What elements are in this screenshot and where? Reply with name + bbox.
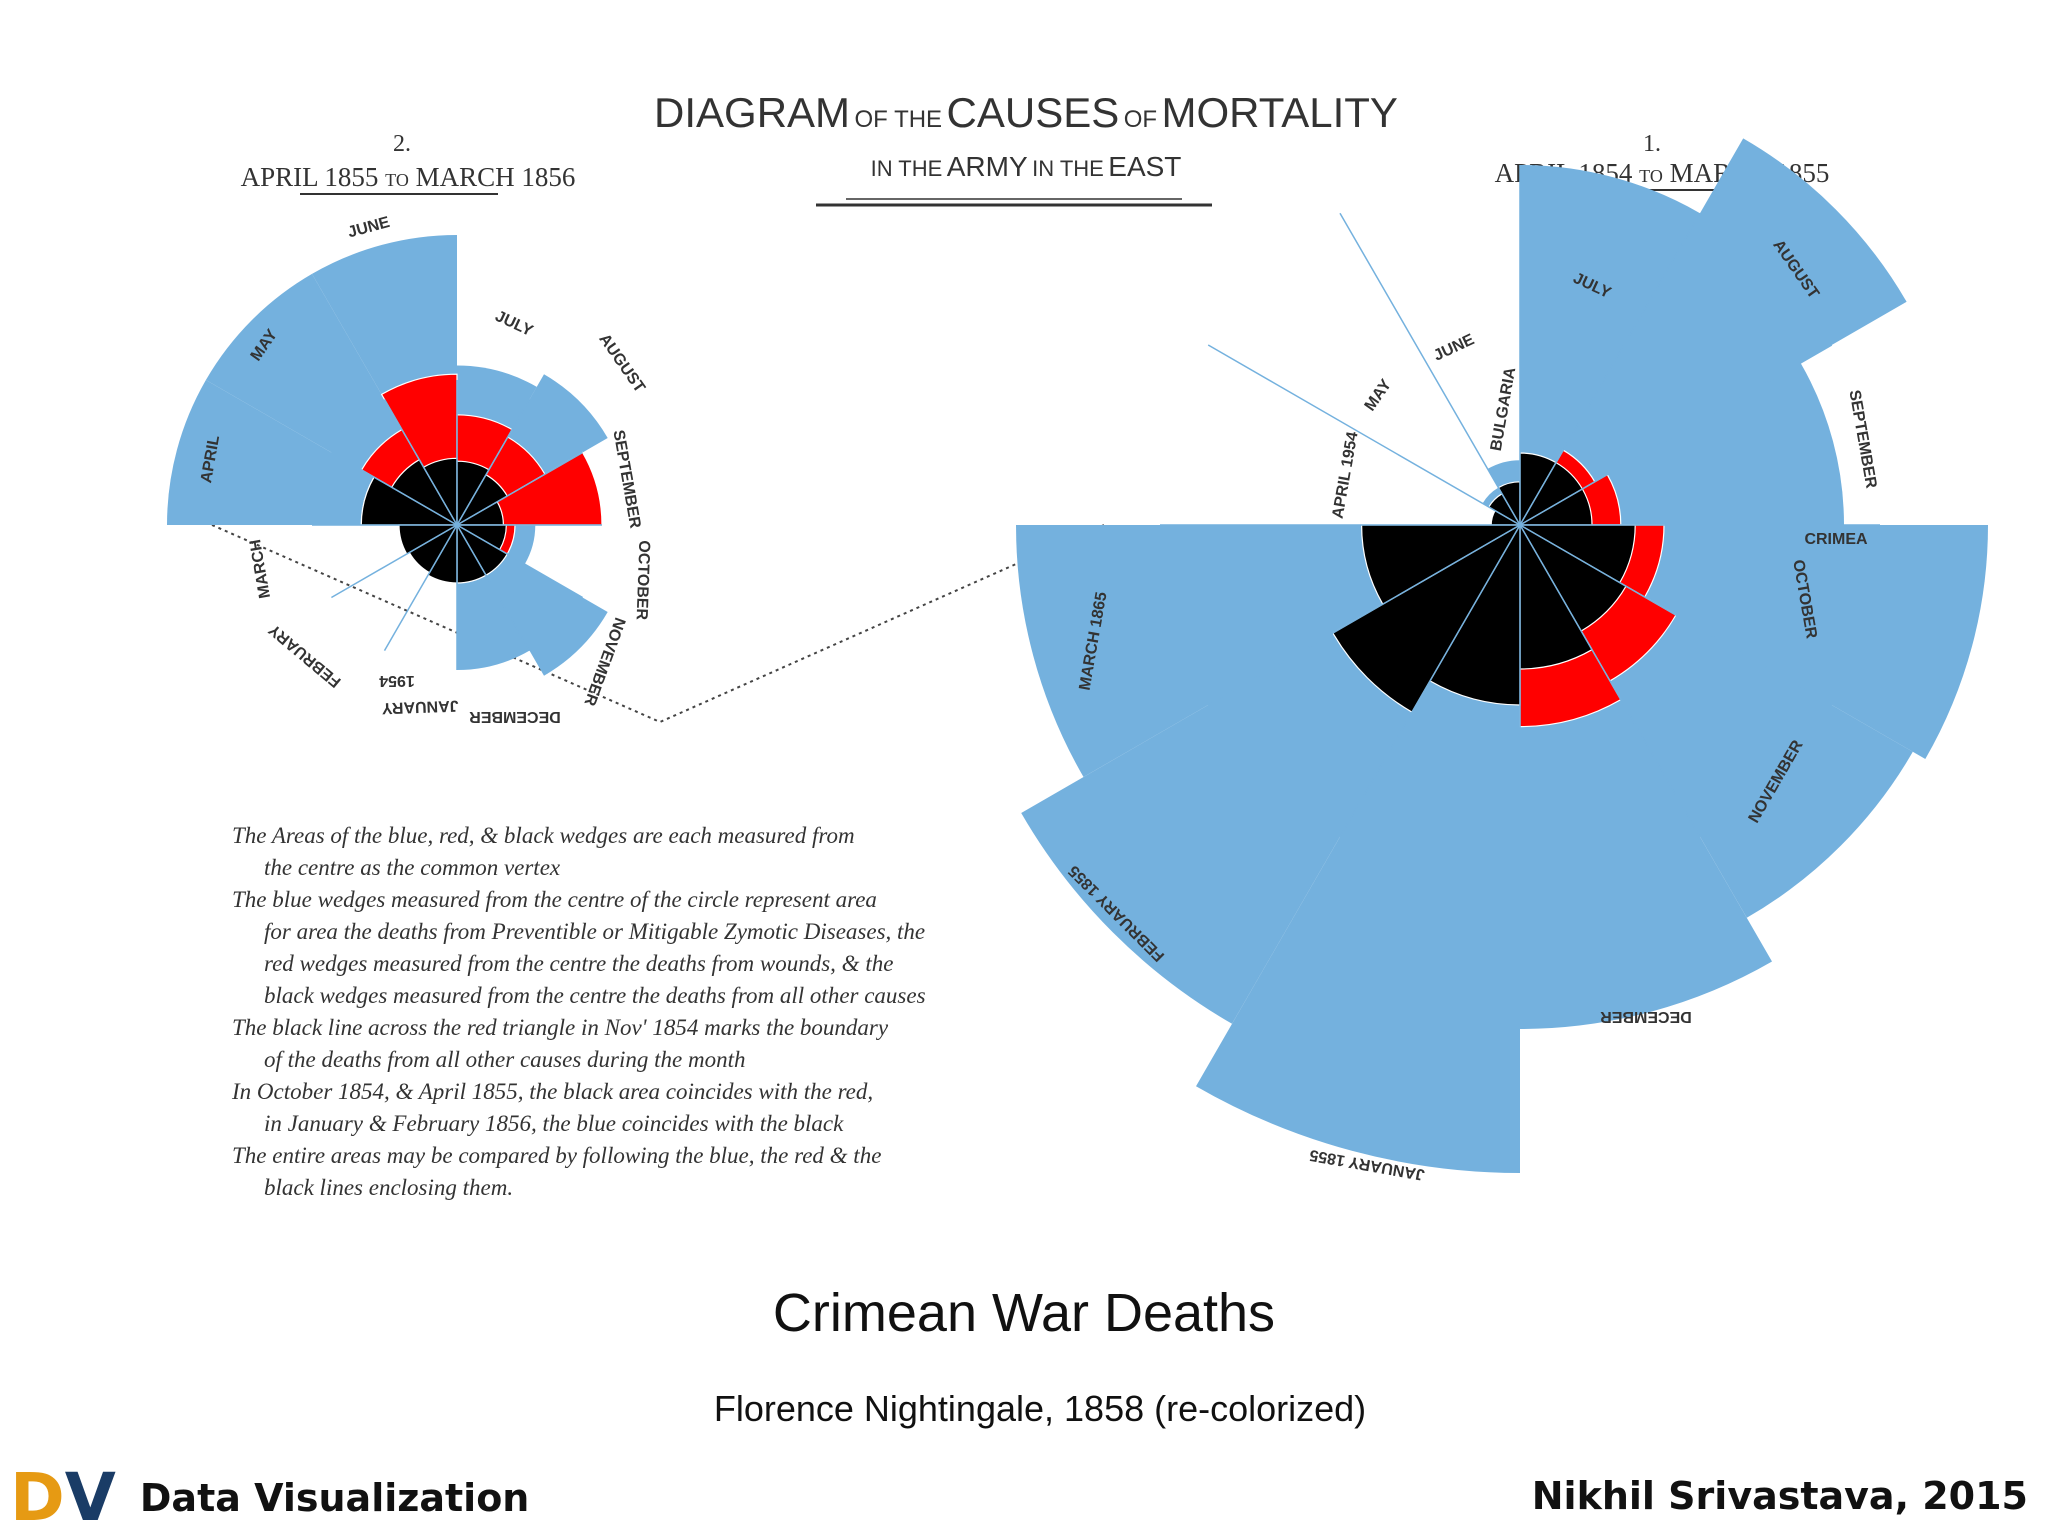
subtitle-part: IN THE — [871, 156, 943, 181]
divider-ray — [1519, 524, 1833, 706]
subtitle-part: IN THE — [1032, 156, 1104, 181]
diagram-2-number: 2. — [393, 131, 411, 157]
footer-brand: DV Data Visualization — [10, 1465, 530, 1531]
month-label: OCTOBER — [633, 540, 653, 621]
logo-d: D — [10, 1459, 65, 1536]
month-label: JULY — [492, 308, 535, 340]
divider-ray — [331, 524, 458, 599]
divider-ray — [456, 451, 583, 526]
month-label: DECEMBER — [469, 708, 561, 725]
diagram-1-title-part: TO — [1639, 166, 1663, 186]
footer-author: Nikhil Srivastava, 2015 — [1531, 1474, 2028, 1518]
subtitle-part: EAST — [1108, 151, 1181, 182]
divider-ray — [383, 399, 458, 526]
month-label: APRIL 1954 — [1330, 430, 1362, 519]
month-label: MARCH — [247, 538, 274, 600]
diagram-2-title-part: APRIL 1855 — [241, 162, 379, 192]
month-label: AUGUST — [595, 331, 648, 396]
caption-line: The black line across the red triangle i… — [232, 1015, 889, 1040]
divider-ray — [1339, 212, 1521, 526]
main-subtitle: IN THE ARMY IN THE EAST — [871, 151, 1182, 182]
caption-line: The blue wedges measured from the centre… — [232, 887, 877, 912]
diagram-1-number: 1. — [1643, 131, 1661, 157]
footer-label: Data Visualization — [139, 1476, 530, 1520]
month-label: FEBRUARY — [266, 620, 345, 690]
dv-logo-icon: DV — [10, 1465, 116, 1531]
slide-title: Crimean War Deaths — [772, 1283, 1276, 1343]
month-label: CRIMEA — [1804, 531, 1868, 548]
month-label: BULGARIA — [1488, 366, 1519, 453]
month-label: JUNE — [346, 214, 392, 242]
divider-ray — [1519, 212, 1701, 526]
caption-line: The Areas of the blue, red, & black wedg… — [232, 823, 855, 848]
caption-line: The entire areas may be compared by foll… — [232, 1143, 882, 1168]
month-label: SEPTEMBER — [1845, 389, 1879, 490]
year-label: 1954 — [379, 672, 415, 689]
month-label: DECEMBER — [1600, 1008, 1692, 1025]
title-part: OF — [1124, 106, 1157, 133]
slide-subtitle: Florence Nightingale, 1858 (re-colorized… — [713, 1388, 1367, 1429]
month-label: JANUARY — [381, 697, 459, 717]
title-part: CAUSES — [947, 89, 1120, 136]
divider-ray — [1207, 524, 1521, 706]
caption-line: for area the deaths from Preventible or … — [264, 919, 926, 944]
divider-ray — [383, 524, 458, 651]
caption-line: of the deaths from all other causes duri… — [264, 1047, 746, 1072]
title-part: OF THE — [855, 106, 943, 133]
divider-ray — [1519, 524, 1701, 838]
month-label: SEPTEMBER — [609, 429, 643, 530]
divider-ray — [1339, 524, 1521, 838]
caption-line: In October 1854, & April 1855, the black… — [232, 1079, 874, 1104]
main-title: DIAGRAM OF THE CAUSES OF MORTALITY — [654, 89, 1398, 136]
month-label: JUNE — [1431, 331, 1477, 365]
rose-diagram-2: APRILMAYJUNEJULYAUGUSTSEPTEMBEROCTOBERNO… — [167, 214, 652, 725]
caption-line: in January & February 1856, the blue coi… — [264, 1111, 844, 1136]
caption-line: black lines enclosing them. — [264, 1175, 514, 1200]
logo-v: V — [64, 1459, 116, 1536]
diagram-2-title: APRIL 1855 TO MARCH 1856 — [241, 162, 576, 192]
divider-ray — [1519, 344, 1833, 526]
divider-ray — [331, 451, 458, 526]
wedge-black-m9 — [1429, 522, 1521, 706]
divider-ray — [456, 524, 531, 651]
title-part: DIAGRAM — [654, 89, 850, 136]
caption-text: The Areas of the blue, red, & black wedg… — [232, 820, 1052, 1204]
caption-line: the centre as the common vertex — [264, 855, 561, 880]
divider-ray — [456, 524, 583, 599]
month-label: MAY — [1362, 376, 1396, 414]
subtitle-part: ARMY — [947, 151, 1028, 182]
connector-dotted-line — [211, 524, 1105, 724]
diagram-2-title-part: TO — [385, 170, 409, 190]
divider-ray — [1207, 344, 1521, 526]
wedge-blue-m3 — [1520, 165, 1700, 525]
title-part: MORTALITY — [1161, 89, 1397, 136]
wedge-black-m10 — [1332, 523, 1522, 713]
diagram-2-title-part: MARCH 1856 — [416, 162, 576, 192]
divider-ray — [456, 399, 531, 526]
caption-line: black wedges measured from the centre th… — [264, 983, 926, 1008]
wedge-blue-m4 — [1520, 138, 1907, 525]
caption-line: red wedges measured from the centre the … — [264, 951, 894, 976]
wedge-blue-m9 — [1196, 525, 1520, 1174]
